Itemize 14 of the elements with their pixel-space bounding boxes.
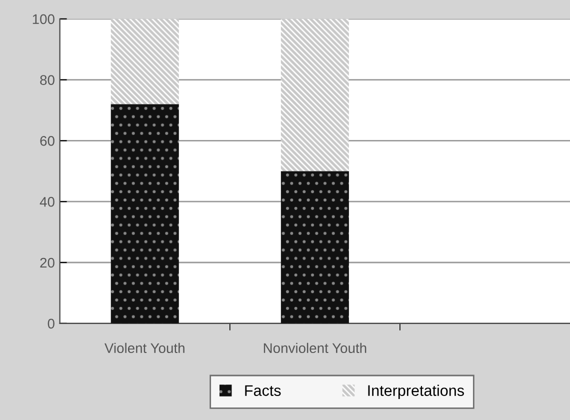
y-tick-label: 60 [40,136,54,146]
bar [280,171,349,324]
y-tick-label: 20 [40,258,54,268]
legend-label: Interpretations [368,384,464,399]
x-tick-label: Nonviolent Youth [264,342,366,354]
bar [110,18,179,104]
legend-label: Facts [245,385,281,396]
y-tick-label: 0 [48,318,54,329]
y-tick-label: 100 [32,14,54,24]
bar [110,104,179,324]
y-tick-label: 40 [40,196,54,207]
y-tick-label: 80 [40,75,54,85]
x-tick-label: Violent Youth [104,342,184,354]
bar [280,18,349,172]
